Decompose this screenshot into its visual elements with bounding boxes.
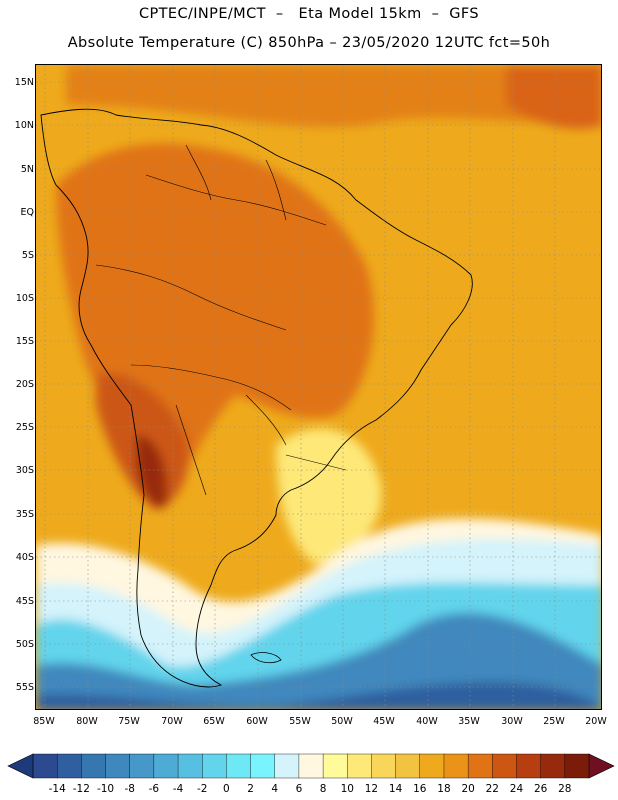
warm-zone-north <box>66 65 601 127</box>
colorbar-cell <box>153 753 179 779</box>
lon-label-50w: 50W <box>331 716 353 727</box>
lon-label-35w: 35W <box>458 716 480 727</box>
colorbar-min-arrow <box>7 753 34 779</box>
country-borders <box>95 144 347 496</box>
colorbar-tick-label: 28 <box>558 783 572 795</box>
lon-label-40w: 40W <box>416 716 438 727</box>
colorbar-tick-label: 26 <box>533 783 548 795</box>
colorbar-cell <box>467 753 493 779</box>
lat-label-20s: 20S <box>15 379 34 390</box>
lat-label-50s: 50S <box>15 639 34 650</box>
colorbar-cell <box>395 753 421 779</box>
coldest-zone-south <box>36 682 601 709</box>
lat-label-25s: 25S <box>15 422 34 433</box>
lon-label-80w: 80W <box>76 716 98 727</box>
falkland-islands <box>250 652 282 664</box>
colorbar-cell <box>226 753 252 779</box>
colorbar-tick-label: -2 <box>196 783 208 795</box>
lon-label-45w: 45W <box>373 716 395 727</box>
colorbar-cell <box>298 753 324 779</box>
colorbar-cell <box>274 753 300 779</box>
graticule <box>36 65 601 709</box>
colorbar-cell <box>516 753 542 779</box>
colorbar-tick-label: -14 <box>48 783 66 795</box>
colorbar-cell <box>371 753 397 779</box>
mild-zone-southeast <box>276 428 382 565</box>
colorbar-tick-label: -8 <box>124 783 135 795</box>
colorbar-cell <box>177 753 203 779</box>
lat-label-55s: 55S <box>15 682 34 693</box>
lat-label-15n: 15N <box>14 77 34 88</box>
colorbar-tick-label: -6 <box>148 783 160 795</box>
lon-label-20w: 20W <box>585 716 607 727</box>
lat-label-5n: 5N <box>20 164 34 175</box>
lat-label-10n: 10N <box>14 120 34 131</box>
colorbar-cell <box>419 753 445 779</box>
colorbar-tick-label: 18 <box>437 783 451 795</box>
lat-label-40s: 40S <box>15 552 34 563</box>
colorbar-tick-label: 8 <box>319 783 327 795</box>
colorbar-tick-label: 22 <box>485 783 499 795</box>
colorbar-cell <box>105 753 131 779</box>
colorbar-tick-label: 14 <box>388 783 403 795</box>
lon-label-85w: 85W <box>33 716 55 727</box>
lat-label-eq: EQ <box>20 207 34 218</box>
colorbar-cell <box>322 753 348 779</box>
warm-zone-northeast <box>506 65 601 129</box>
map-title-line-1: CPTEC/INPE/MCT – Eta Model 15km – GFS <box>138 6 480 22</box>
colorbar-cell <box>129 753 155 779</box>
colorbar-cell <box>56 753 82 779</box>
lat-label-15s: 15S <box>15 336 34 347</box>
lat-label-5s: 5S <box>21 250 34 261</box>
colorbar-cell <box>492 753 517 779</box>
colorbar-cells <box>32 753 590 779</box>
colorbar-tick-label: 4 <box>271 783 279 795</box>
colorbar-max-arrow <box>588 753 615 779</box>
colorbar-tick-label: 24 <box>509 783 524 795</box>
colorbar-cell <box>202 753 227 779</box>
lon-label-70w: 70W <box>161 716 183 727</box>
lat-label-30s: 30S <box>15 465 34 476</box>
lon-label-55w: 55W <box>289 716 311 727</box>
lat-label-35s: 35S <box>15 509 34 520</box>
lon-label-75w: 75W <box>118 716 140 727</box>
temperature-map <box>35 64 602 710</box>
colorbar-cell <box>250 753 276 779</box>
colorbar-cell <box>347 753 372 779</box>
colorbar-tick-label: 0 <box>223 783 230 795</box>
colorbar-cell <box>443 753 469 779</box>
lon-label-30w: 30W <box>501 716 523 727</box>
colorbar-tick-label: 12 <box>364 783 379 795</box>
colorbar-tick-label: 16 <box>413 783 427 795</box>
colorbar-cell <box>540 753 566 779</box>
colorbar-cell <box>81 753 107 779</box>
lon-label-65w: 65W <box>203 716 225 727</box>
colorbar <box>7 753 615 779</box>
colorbar-cell <box>32 753 58 779</box>
temperature-field <box>36 65 601 709</box>
colorbar-cell <box>564 753 590 779</box>
colorbar-tick-label: -10 <box>96 783 115 795</box>
map-title-line-2: Absolute Temperature (C) 850hPa – 23/05/… <box>67 35 551 51</box>
lat-label-10s: 10S <box>15 293 34 304</box>
colorbar-tick-label: 6 <box>295 783 303 795</box>
south-america-coastline <box>40 108 473 688</box>
colorbar-tick-label: -12 <box>72 783 90 795</box>
colorbar-tick-label: -4 <box>172 783 184 795</box>
lon-label-60w: 60W <box>246 716 268 727</box>
colorbar-tick-label: 2 <box>247 783 254 795</box>
colorbar-tick-label: 10 <box>340 783 354 795</box>
lon-label-25w: 25W <box>543 716 565 727</box>
colorbar-tick-label: 20 <box>461 783 475 795</box>
lat-label-45s: 45S <box>15 596 34 607</box>
